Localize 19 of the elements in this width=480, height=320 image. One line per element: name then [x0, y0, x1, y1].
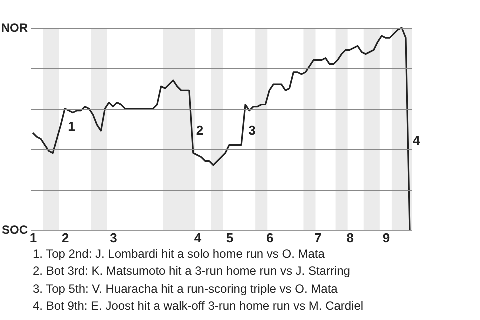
x-tick-label: 3: [110, 230, 118, 246]
x-tick-label: 7: [314, 230, 322, 246]
text: 1. Top 2nd: J. Lombardi hit a solo home run vs O. Mata: [33, 246, 326, 263]
annotation: 1: [68, 118, 76, 134]
x-tick-label: 2: [62, 230, 70, 246]
text: SOC: [2, 223, 28, 237]
annotation: 3: [248, 123, 256, 138]
x-tick-label: 1: [30, 230, 38, 246]
text: NOR: [1, 21, 28, 35]
x-tick-label: 8: [346, 230, 354, 246]
text: 3. Top 5th: V. Huaracha hit a run-scoring triple vs O. Mata: [33, 280, 339, 298]
x-tick-label: 9: [382, 230, 390, 246]
x-tick-label: 5: [226, 230, 234, 246]
text: 4. Bot 9th: E. Joost hit a walk-off 3-run home run vs M. Cardiel: [33, 298, 364, 315]
annotation: 2: [196, 123, 204, 138]
x-tick-label: 6: [266, 230, 274, 246]
text: 4: [412, 133, 421, 148]
text: 2. Bot 3rd: K. Matsumoto hit a 3-run home run vs J. Starring: [33, 263, 352, 280]
x-tick-label: 4: [194, 230, 202, 246]
